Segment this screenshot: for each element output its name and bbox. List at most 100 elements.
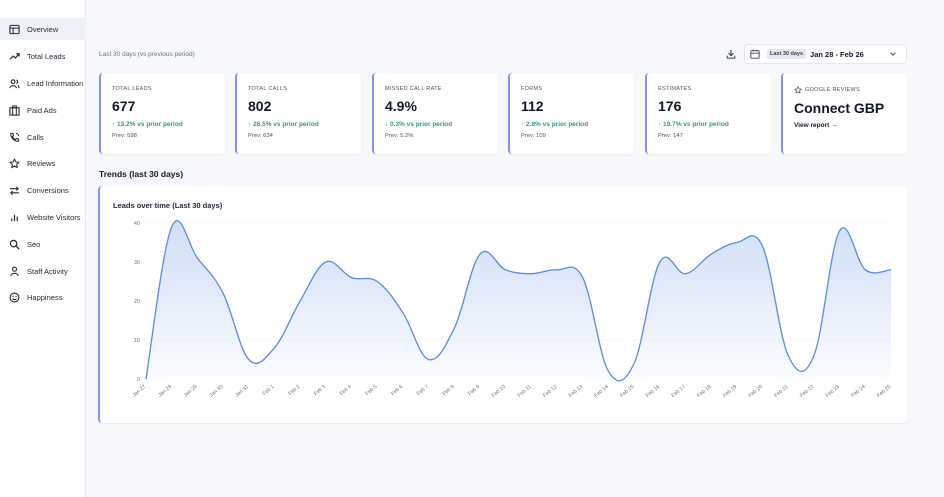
- data-point: [864, 269, 866, 271]
- download-button[interactable]: [724, 47, 738, 61]
- sidebar-item-staff-activity[interactable]: Staff Activity: [0, 260, 86, 282]
- kpi-change: ↑ 2.8% vs prior period: [521, 121, 589, 128]
- sidebar-item-calls[interactable]: Calls: [0, 126, 86, 148]
- calendar-icon: [750, 49, 760, 59]
- kpi-change: ↓ 0.3% vs prior period: [385, 121, 453, 128]
- leads-chart-panel: Leads over time (Last 30 days) 0 10 20 30 40…: [98, 186, 907, 423]
- search-icon: [9, 239, 20, 250]
- data-point: [710, 253, 712, 255]
- users-icon: [9, 78, 20, 89]
- data-point: [479, 253, 481, 255]
- smile-icon: [9, 292, 20, 303]
- x-tick-label: Feb 19: [722, 384, 738, 399]
- data-point: [787, 354, 789, 356]
- kpi-label: MISSED CALL RATE: [385, 86, 442, 92]
- sidebar-item-label: Happiness: [27, 292, 63, 302]
- sidebar-item-conversions[interactable]: Conversions: [0, 179, 86, 201]
- x-tick-label: Feb 2: [287, 384, 301, 397]
- kpi-card-missed-call-rate: MISSED CALL RATE 4.9% ↓ 0.3% vs prior pe…: [372, 73, 498, 154]
- x-tick-label: Feb 13: [568, 384, 584, 399]
- x-tick-label: Feb 12: [542, 384, 558, 399]
- data-point: [350, 276, 352, 278]
- x-tick-label: Feb 11: [517, 384, 533, 399]
- chevron-down-icon: [889, 50, 897, 58]
- kpi-label: GOOGLE REVIEWS: [805, 87, 860, 93]
- sidebar-item-label: Paid Ads: [27, 105, 57, 115]
- sidebar-item-overview[interactable]: Overview: [0, 18, 86, 40]
- y-tick-label: 0: [137, 377, 140, 383]
- x-tick-label: Feb 17: [671, 384, 687, 399]
- data-point: [453, 327, 455, 329]
- star-icon: [9, 157, 20, 169]
- period-note: Last 30 days (vs previous period): [99, 51, 195, 58]
- sidebar-item-label: Staff Activity: [27, 266, 68, 276]
- sidebar-item-label: Reviews: [27, 158, 56, 168]
- date-range-select[interactable]: Last 30 days Jan 28 - Feb 26: [744, 44, 907, 64]
- kpi-label: ESTIMATES: [658, 86, 692, 92]
- kpi-change: ↑ 26.5% vs prior period: [248, 121, 319, 128]
- data-point: [659, 261, 661, 263]
- data-point: [299, 300, 301, 302]
- kpi-change: ↑ 13.2% vs prior period: [112, 121, 183, 128]
- sidebar-item-total-leads[interactable]: Total Leads: [0, 45, 86, 67]
- sidebar-item-paid-ads[interactable]: Paid Ads: [0, 99, 86, 121]
- kpi-value: 802: [248, 98, 272, 114]
- star-icon: [794, 86, 802, 94]
- data-point: [325, 261, 327, 263]
- chart-title: Leads over time (Last 30 days): [113, 201, 223, 210]
- data-point: [504, 269, 506, 271]
- data-point: [376, 280, 378, 282]
- sidebar-item-lead-information[interactable]: Lead Information: [0, 72, 86, 94]
- trends-section-title: Trends (last 30 days): [99, 169, 184, 179]
- sidebar-item-website-visitors[interactable]: Website Visitors: [0, 206, 86, 228]
- x-tick-label: Feb 14: [593, 384, 609, 399]
- sidebar-item-label: Lead Information: [27, 78, 84, 88]
- kpi-card-total-leads: TOTAL LEADS 677 ↑ 13.2% vs prior period …: [99, 73, 225, 154]
- sidebar-item-label: Website Visitors: [27, 212, 81, 222]
- sidebar-item-seo[interactable]: Seo: [0, 233, 86, 255]
- data-point: [684, 273, 686, 275]
- kpi-card-total-calls: TOTAL CALLS 802 ↑ 26.5% vs prior period …: [235, 73, 361, 154]
- x-tick-label: Jan 30: [209, 384, 225, 399]
- x-tick-label: Feb 3: [313, 384, 327, 397]
- y-tick-label: 20: [134, 299, 140, 305]
- data-point: [556, 269, 558, 271]
- x-tick-label: Feb 6: [390, 384, 404, 397]
- data-point: [145, 378, 147, 380]
- sidebar-item-happiness[interactable]: Happiness: [0, 286, 86, 308]
- view-report-link[interactable]: View report →: [794, 122, 838, 129]
- kpi-value: 677: [112, 98, 136, 114]
- bar-chart-icon: [9, 212, 20, 223]
- data-point: [813, 354, 815, 356]
- kpi-prev: Prev: 147: [658, 133, 683, 139]
- x-tick-label: Feb 15: [619, 384, 635, 399]
- sidebar-item-label: Overview: [27, 24, 59, 34]
- building-icon: [9, 104, 20, 116]
- data-point: [170, 226, 172, 228]
- kpi-label: FORMS: [521, 86, 543, 92]
- kpi-card-google-reviews: GOOGLE REVIEWS Connect GBP View report →: [781, 73, 907, 154]
- sidebar-item-label: Total Leads: [27, 51, 66, 61]
- sidebar: Overview Total Leads Lead Information Pa…: [0, 0, 86, 497]
- connect-gbp-title: Connect GBP: [794, 100, 885, 116]
- x-tick-label: Feb 25: [876, 384, 892, 399]
- table-icon: [9, 24, 20, 35]
- x-tick-label: Feb 8: [442, 384, 456, 397]
- sidebar-item-label: Seo: [27, 239, 41, 249]
- x-tick-label: Feb 9: [467, 384, 481, 397]
- data-point: [222, 292, 224, 294]
- x-tick-label: Feb 24: [850, 384, 866, 399]
- kpi-card-forms: FORMS 112 ↑ 2.8% vs prior period Prev: 1…: [508, 73, 634, 154]
- kpi-prev: Prev: 5.2%: [385, 133, 414, 139]
- sidebar-item-reviews[interactable]: Reviews: [0, 152, 86, 174]
- data-point: [607, 370, 609, 372]
- kpi-prev: Prev: 634: [248, 133, 273, 139]
- data-point: [248, 358, 250, 360]
- person-icon: [9, 266, 20, 277]
- sidebar-item-label: Calls: [27, 132, 44, 142]
- x-tick-label: Jan 27: [131, 384, 147, 399]
- x-tick-label: Jan 29: [183, 384, 199, 399]
- range-badge: Last 30 days: [767, 49, 807, 59]
- data-point: [838, 230, 840, 232]
- sidebar-item-label: Conversions: [27, 185, 69, 195]
